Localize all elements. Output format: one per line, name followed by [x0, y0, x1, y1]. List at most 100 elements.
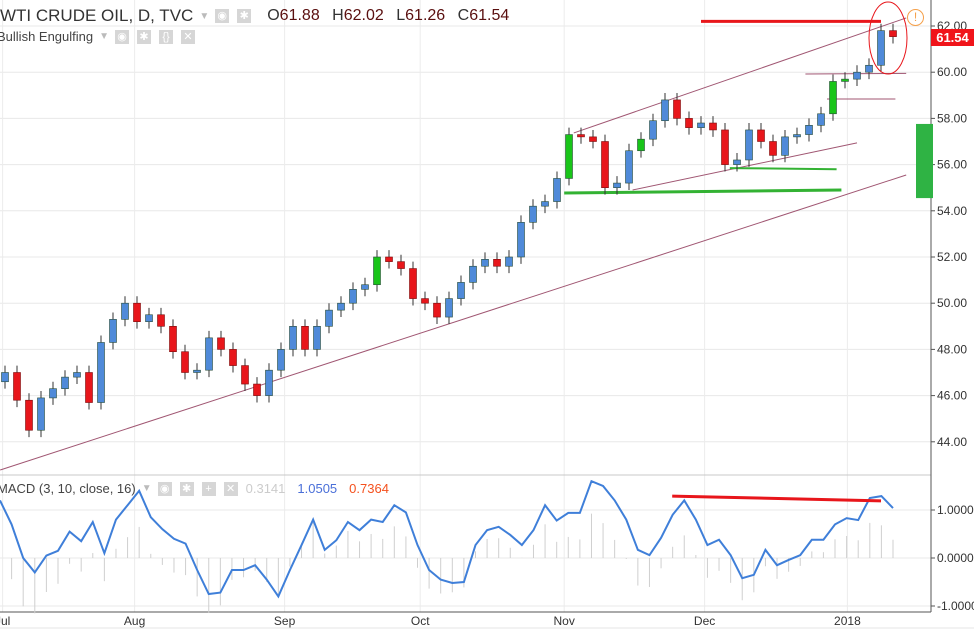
- candle-down: [133, 296, 141, 329]
- macd-resistance-line: [672, 494, 882, 503]
- symbol-title[interactable]: WTI CRUDE OIL, D, TVC: [0, 6, 194, 25]
- candle-down: [601, 134, 609, 195]
- eye-icon[interactable]: ◉: [215, 9, 230, 23]
- time-tick-label: Nov: [554, 614, 575, 628]
- candle-up: [325, 303, 333, 334]
- candle-up: [109, 312, 117, 350]
- source-code-icon[interactable]: {}: [159, 29, 174, 44]
- candle-down: [409, 261, 417, 306]
- candle-body: [361, 284, 369, 290]
- plus-icon[interactable]: +: [201, 481, 216, 496]
- candle-body: [1, 372, 9, 383]
- candle-up: [361, 277, 369, 297]
- time-tick-label: Jul: [0, 614, 10, 628]
- candle-body: [721, 129, 729, 165]
- eye-icon[interactable]: ◉: [157, 481, 172, 496]
- gear-icon[interactable]: ✱: [179, 481, 194, 496]
- candle-up: [625, 143, 633, 191]
- candle-up: [457, 275, 465, 306]
- candle-down: [385, 250, 393, 269]
- candle-body: [733, 159, 741, 165]
- candle-down: [301, 319, 309, 357]
- candle-up: [145, 307, 153, 329]
- candle-down: [721, 123, 729, 172]
- candle-body: [325, 309, 333, 327]
- candle-down: [769, 134, 777, 163]
- candle-up: [37, 390, 45, 438]
- candle-body: [397, 261, 405, 269]
- candle-body: [469, 265, 477, 283]
- candle-up: [373, 250, 381, 292]
- candle-down: [577, 127, 585, 144]
- candle-up: [805, 118, 813, 142]
- candle-body: [457, 282, 465, 299]
- candle-body: [241, 365, 249, 385]
- candle-down: [757, 123, 765, 149]
- macd-name[interactable]: MACD (3, 10, close, 16): [0, 481, 136, 496]
- candle-down: [181, 344, 189, 380]
- symbol-legend: WTI CRUDE OIL, D, TVC ▼ ◉ ✱ O61.88 H62.02…: [0, 6, 509, 26]
- candle-body: [421, 298, 429, 304]
- candle-body: [313, 325, 321, 350]
- close-icon[interactable]: ✕: [223, 481, 238, 496]
- candle-body: [217, 337, 225, 350]
- time-tick-label: Dec: [694, 614, 715, 628]
- alert-icon[interactable]: !: [907, 9, 924, 26]
- chevron-down-icon[interactable]: ▼: [99, 31, 110, 42]
- eye-icon[interactable]: ◉: [115, 29, 130, 44]
- candle-up: [289, 319, 297, 357]
- indicator-name[interactable]: Bullish Engulfing: [0, 29, 94, 44]
- candle-up: [877, 23, 885, 73]
- macd-tick-label: -1.0000: [937, 599, 974, 613]
- price-tick-label: 50.00: [937, 296, 967, 310]
- candle-body: [61, 376, 69, 389]
- candle-down: [685, 111, 693, 135]
- candle-body: [193, 369, 201, 373]
- gear-icon[interactable]: ✱: [237, 9, 252, 23]
- candle-up: [517, 215, 525, 264]
- candle-down: [229, 342, 237, 373]
- candle-up: [445, 291, 453, 324]
- time-tick-label: Aug: [124, 614, 145, 628]
- candle-body: [697, 122, 705, 128]
- macd-tick-label: 0.0000: [937, 551, 974, 565]
- candle-body: [481, 259, 489, 267]
- last-price-tag: 61.54: [931, 29, 974, 46]
- candle-body: [601, 141, 609, 189]
- candle-body: [781, 136, 789, 156]
- candle-down: [889, 23, 897, 44]
- price-tick-label: 46.00: [937, 389, 967, 403]
- candle-up: [793, 127, 801, 144]
- candle-body: [253, 383, 261, 396]
- macd-legend: MACD (3, 10, close, 16) ▼ ◉ ✱ + ✕ 0.3141 1.…: [0, 481, 389, 496]
- macd-tick-label: 1.0000: [937, 503, 974, 517]
- ohlc-values: O61.88 H62.02 L61.26 C61.54: [267, 7, 510, 24]
- candle-body: [409, 268, 417, 299]
- price-tick-label: 56.00: [937, 158, 967, 172]
- trendline-support-thick: [564, 188, 842, 195]
- candle-body: [877, 30, 885, 66]
- candle-down: [85, 365, 93, 410]
- candle-up: [337, 296, 345, 318]
- trendline-support-thin: [729, 167, 837, 171]
- candle-down: [241, 358, 249, 391]
- candle-up: [649, 113, 657, 147]
- highlight-circle: [868, 1, 908, 75]
- chevron-down-icon[interactable]: ▼: [199, 10, 210, 22]
- candle-down: [433, 296, 441, 324]
- time-tick-label: 2018: [834, 614, 861, 628]
- candle-body: [589, 136, 597, 142]
- candle-body: [637, 138, 645, 152]
- candle-down: [253, 377, 261, 403]
- candle-up: [565, 127, 573, 186]
- candle-body: [541, 201, 549, 207]
- candle-body: [349, 289, 357, 304]
- close-icon[interactable]: ✕: [181, 29, 196, 44]
- candle-body: [13, 372, 21, 401]
- price-tick-label: 60.00: [937, 65, 967, 79]
- candle-up: [553, 171, 561, 209]
- gear-icon[interactable]: ✱: [137, 29, 152, 44]
- chevron-down-icon[interactable]: ▼: [141, 483, 152, 494]
